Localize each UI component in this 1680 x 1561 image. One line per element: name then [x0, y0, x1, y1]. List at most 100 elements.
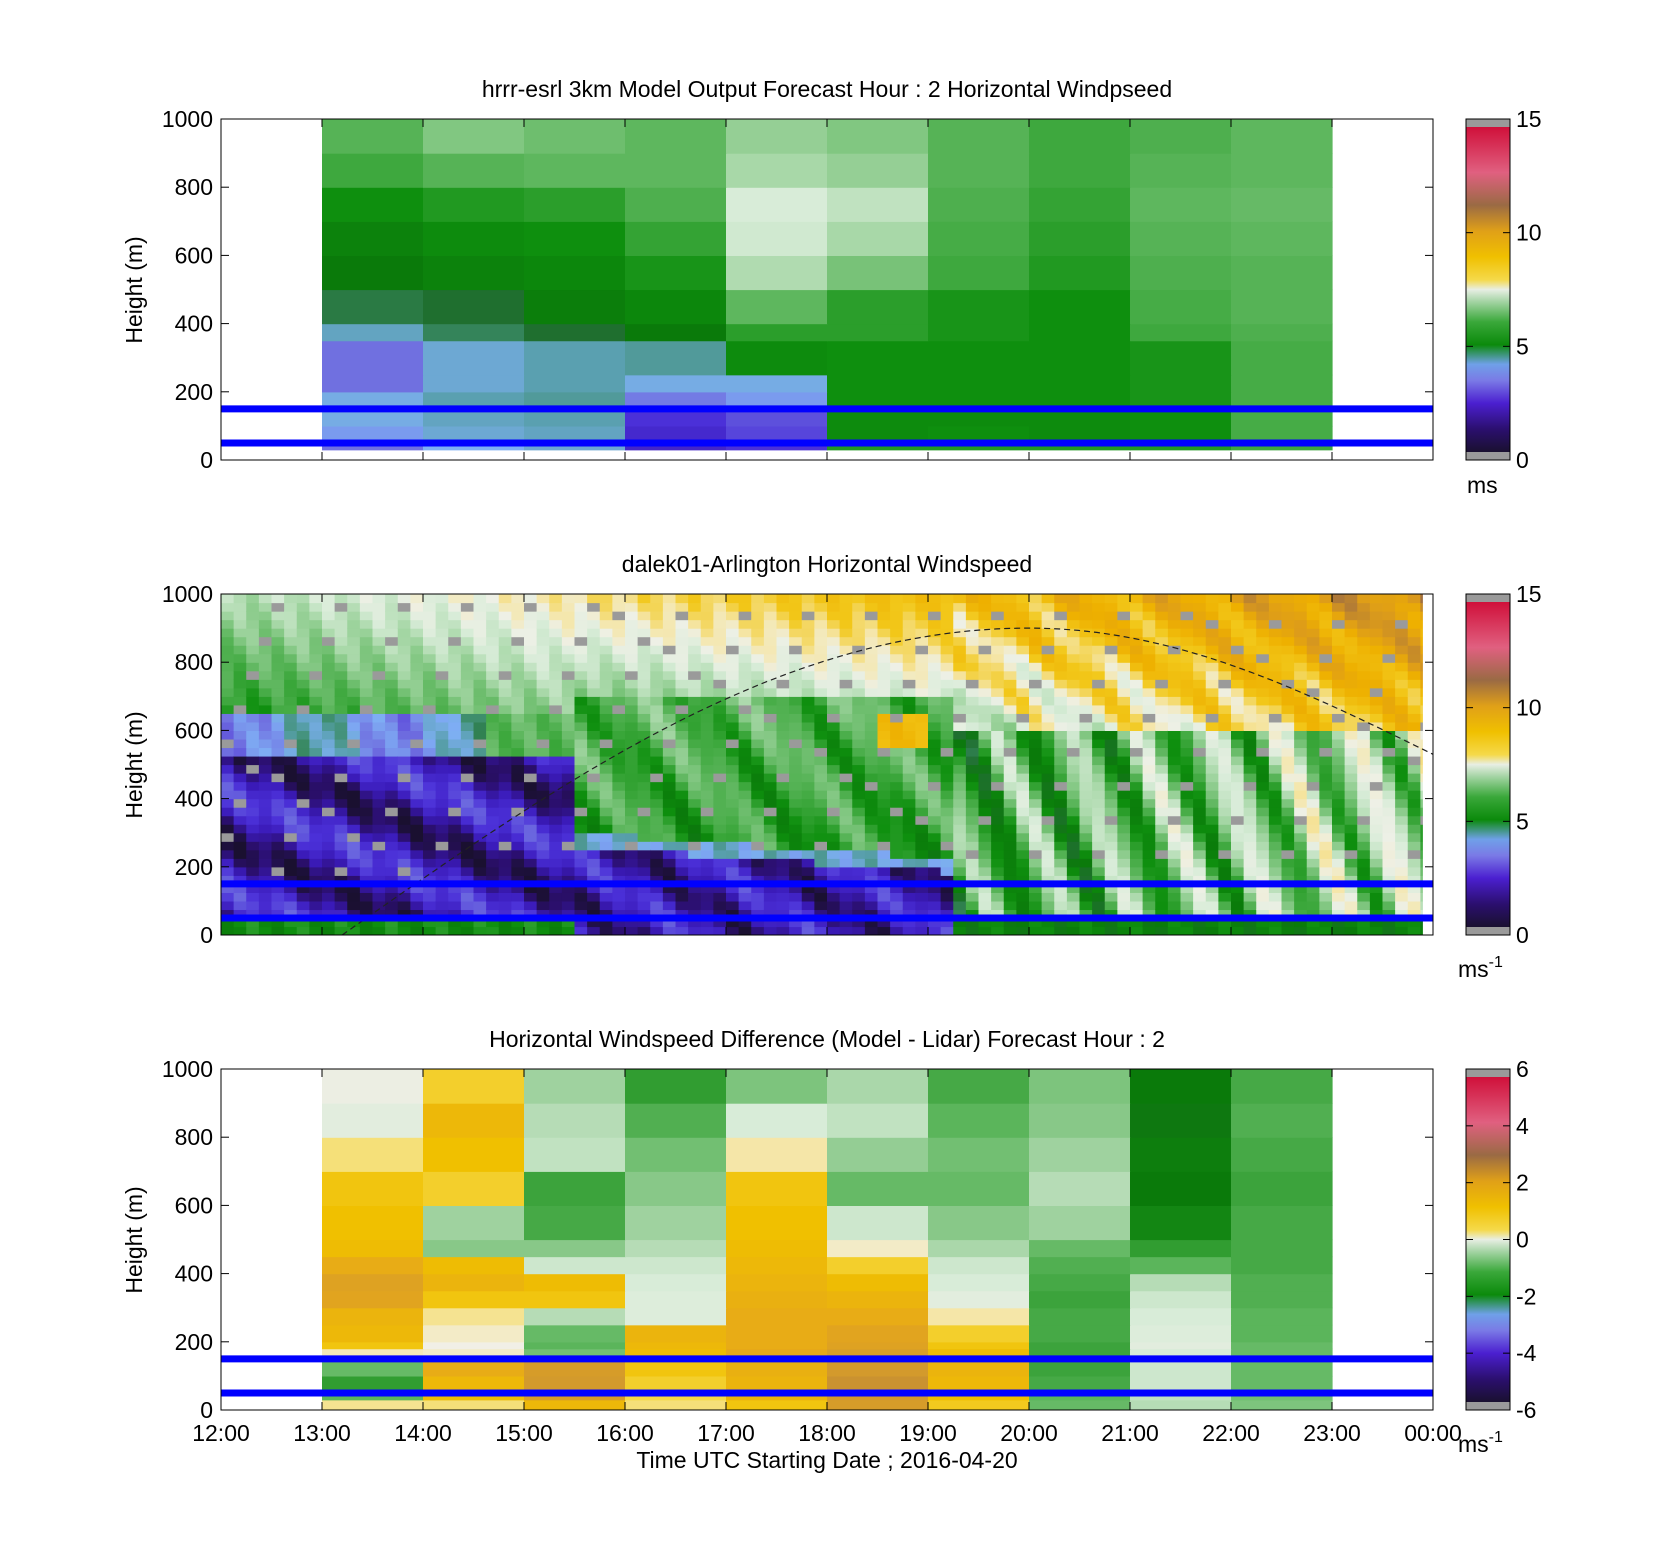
heatmap-cell: [612, 926, 626, 935]
heatmap-cell: [1041, 653, 1055, 663]
heatmap-cell: [1130, 866, 1144, 876]
heatmap-cell: [385, 900, 399, 911]
heatmap-cell: [1142, 892, 1156, 902]
heatmap-cell: [688, 704, 702, 714]
heatmap-cell: [561, 917, 576, 928]
heatmap-cell: [1332, 773, 1346, 783]
heatmap-cell: [574, 619, 588, 629]
heatmap-cell: [473, 798, 487, 808]
heatmap-cell: [625, 1103, 727, 1138]
heatmap-cell: [435, 611, 449, 621]
heatmap-cell: [599, 849, 613, 859]
heatmap-cell: [915, 696, 929, 706]
heatmap-cell: [1029, 858, 1043, 868]
heatmap-cell: [1104, 670, 1118, 680]
heatmap-cell: [915, 611, 929, 621]
heatmap-cell: [296, 619, 310, 629]
heatmap-cell: [423, 696, 437, 706]
heatmap-cell: [599, 696, 613, 706]
heatmap-cell: [726, 1273, 828, 1292]
heatmap-cell: [776, 662, 790, 672]
heatmap-cell: [1243, 841, 1257, 851]
heatmap-cell: [561, 704, 576, 714]
heatmap-cell: [991, 807, 1005, 817]
heatmap-cell: [599, 611, 613, 621]
heatmap-cell: [1382, 773, 1396, 783]
heatmap-cell: [801, 662, 815, 672]
heatmap-cell: [246, 858, 260, 868]
heatmap-cell: [625, 1273, 727, 1292]
heatmap-cell: [385, 875, 399, 885]
heatmap-cell: [940, 900, 954, 911]
heatmap-cell: [688, 807, 702, 817]
heatmap-cell: [688, 628, 702, 638]
heatmap-cell: [928, 790, 942, 800]
heatmap-cell: [498, 849, 512, 859]
heatmap-cell: [1155, 815, 1169, 825]
heatmap-cell: [1369, 636, 1384, 646]
heatmap-cell: [827, 696, 841, 706]
heatmap-cell: [1029, 1307, 1131, 1326]
heatmap-cell: [448, 704, 462, 714]
heatmap-cell: [1332, 917, 1346, 928]
heatmap-cell: [675, 858, 689, 868]
heatmap-cell: [612, 687, 626, 697]
heatmap-cell: [410, 594, 424, 604]
heatmap-cell: [965, 849, 980, 859]
heatmap-cell: [574, 704, 588, 714]
heatmap-cell: [713, 619, 727, 629]
heatmap-cell: [347, 662, 361, 672]
heatmap-cell: [473, 619, 487, 629]
heatmap-cell: [258, 755, 273, 766]
heatmap-cell: [1382, 858, 1396, 868]
heatmap-cell: [1003, 866, 1017, 876]
heatmap-cell: [1016, 679, 1030, 689]
heatmap-cell: [738, 730, 752, 740]
heatmap-cell: [334, 900, 348, 911]
heatmap-cell: [650, 824, 664, 834]
heatmap-cell: [587, 755, 601, 766]
heatmap-cell: [827, 1205, 929, 1241]
heatmap-cell: [662, 594, 677, 604]
heatmap-cell: [625, 628, 639, 638]
heatmap-cell: [1218, 866, 1232, 876]
heatmap-cell: [827, 781, 841, 791]
heatmap-cell: [915, 730, 929, 740]
y-tick-label: 400: [175, 786, 213, 812]
heatmap-cell: [410, 738, 424, 749]
heatmap-cell: [258, 875, 273, 885]
heatmap-cell: [1054, 636, 1068, 646]
heatmap-cell: [1357, 858, 1371, 868]
heatmap-cell: [1029, 662, 1043, 672]
heatmap-cell: [1256, 841, 1270, 851]
heatmap-cell: [1193, 755, 1207, 766]
heatmap-cell: [359, 892, 374, 902]
heatmap-cell: [1243, 824, 1257, 834]
heatmap-cell: [1218, 602, 1232, 612]
heatmap-cell: [789, 764, 803, 774]
heatmap-cell: [1117, 670, 1131, 680]
heatmap-cell: [1231, 221, 1333, 256]
heatmap-cell: [322, 594, 336, 604]
heatmap-cell: [1243, 755, 1257, 766]
heatmap-cell: [1231, 374, 1333, 393]
heatmap-cell: [359, 798, 374, 808]
heatmap-cell: [726, 391, 828, 410]
heatmap-cell: [498, 926, 512, 935]
heatmap-cell: [675, 892, 689, 902]
heatmap-cell: [423, 153, 525, 188]
heatmap-cell: [359, 713, 374, 723]
heatmap-cell: [322, 1399, 424, 1410]
heatmap-cell: [347, 611, 361, 621]
heatmap-cell: [1003, 679, 1017, 689]
heatmap-cell: [1029, 670, 1043, 680]
heatmap-cell: [1205, 773, 1219, 783]
heatmap-cell: [1281, 832, 1295, 842]
heatmap-cell: [1294, 611, 1308, 621]
heatmap-cell: [827, 815, 841, 825]
heatmap-cell: [322, 883, 336, 893]
heatmap-cell: [700, 781, 714, 791]
heatmap-cell: [309, 815, 323, 825]
heatmap-cell: [1205, 824, 1219, 834]
heatmap-cell: [978, 790, 992, 800]
